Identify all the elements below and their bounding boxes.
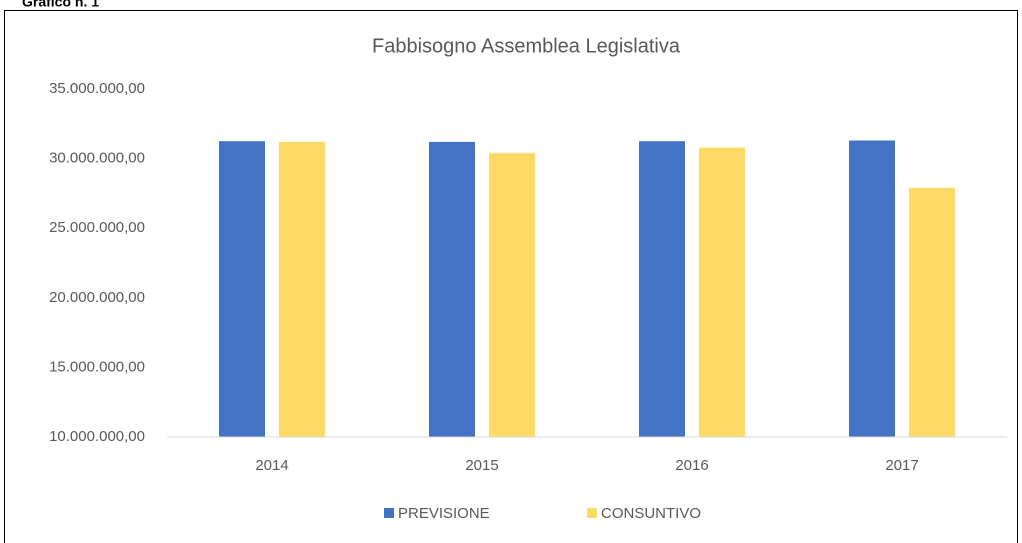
legend-swatch bbox=[384, 508, 394, 518]
y-tick-label: 15.000.000,00 bbox=[49, 358, 145, 375]
bar bbox=[849, 140, 895, 437]
bar bbox=[639, 141, 685, 437]
bar bbox=[489, 153, 535, 438]
legend-label: PREVISIONE bbox=[398, 505, 490, 522]
bar bbox=[429, 141, 475, 437]
x-tick-label: 2015 bbox=[465, 457, 498, 474]
bar bbox=[219, 141, 265, 437]
bar bbox=[279, 141, 325, 437]
x-tick-label: 2014 bbox=[255, 457, 288, 474]
legend-swatch bbox=[587, 508, 597, 518]
legend-label: CONSUNTIVO bbox=[601, 505, 701, 522]
y-tick-label: 10.000.000,00 bbox=[49, 428, 145, 445]
y-tick-label: 35.000.000,00 bbox=[49, 80, 145, 97]
bar bbox=[909, 187, 955, 437]
y-tick-label: 25.000.000,00 bbox=[49, 219, 145, 236]
y-tick-label: 30.000.000,00 bbox=[49, 150, 145, 167]
y-tick-label: 20.000.000,00 bbox=[49, 289, 145, 306]
x-tick-label: 2016 bbox=[675, 457, 708, 474]
caption: Grafico n. 1 bbox=[22, 0, 99, 10]
chart-title: Fabbisogno Assemblea Legislativa bbox=[372, 35, 681, 57]
bar bbox=[699, 147, 745, 438]
x-tick-label: 2017 bbox=[885, 457, 918, 474]
